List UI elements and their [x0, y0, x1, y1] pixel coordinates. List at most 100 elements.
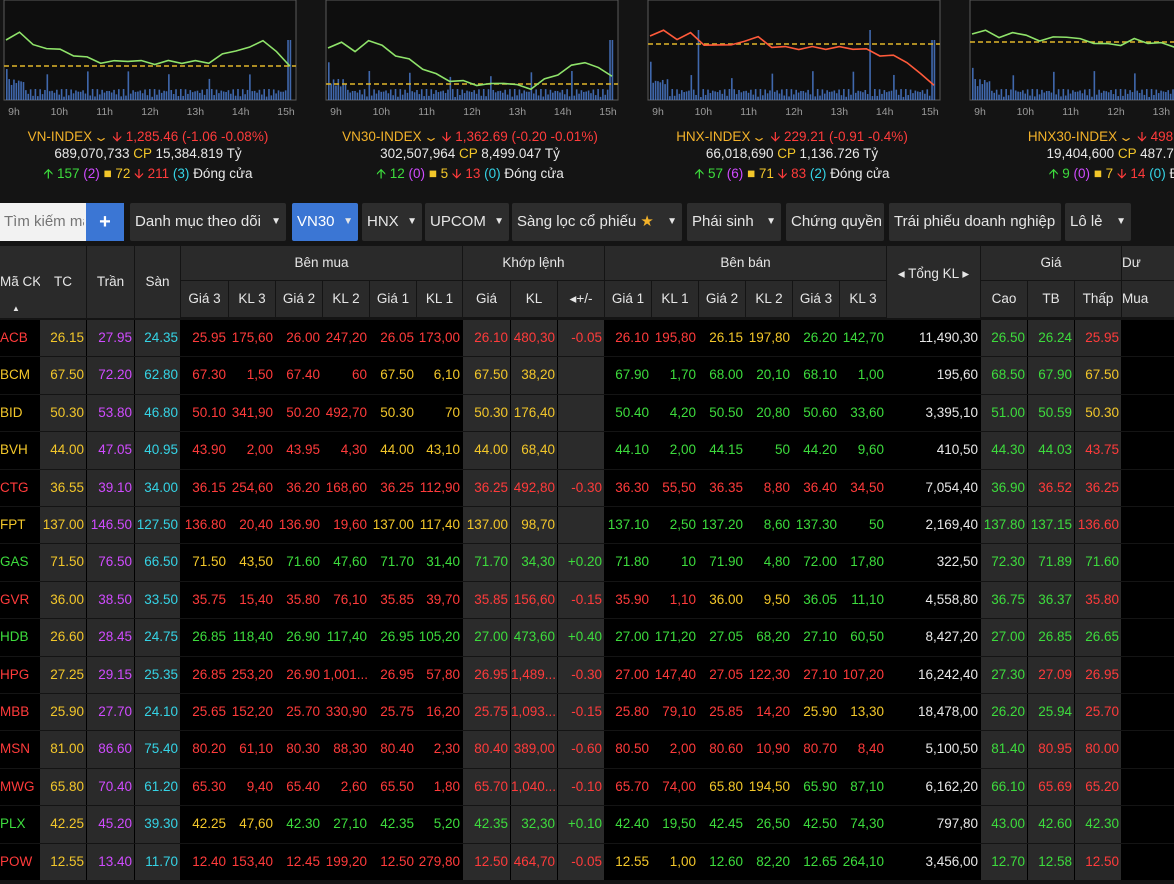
- bid-cell: 50.30: [370, 394, 416, 432]
- plus-icon[interactable]: +: [86, 203, 124, 241]
- total-volume: 410,50: [887, 432, 980, 469]
- search-input[interactable]: [0, 203, 86, 241]
- ask-cell: 1,70: [652, 357, 698, 394]
- chevron-down-icon[interactable]: ⌄: [93, 130, 110, 144]
- match-cell: 492,80: [511, 469, 557, 506]
- caret-left-icon[interactable]: ◂: [569, 291, 577, 306]
- header-sell-col: Giá 2: [699, 281, 745, 317]
- bid-cell: 65.50: [370, 768, 416, 806]
- tab-hnx[interactable]: HNX ▼: [362, 203, 422, 241]
- index-name[interactable]: VN30-INDEX: [342, 129, 422, 144]
- header-next-col: Mua: [1122, 281, 1174, 317]
- caret-down-icon[interactable]: ▼: [494, 216, 504, 227]
- bid-cell: 47,60: [229, 806, 275, 843]
- index-name[interactable]: HNX30-INDEX: [1027, 129, 1118, 144]
- header-group-match: Khớp lệnh: [463, 246, 604, 280]
- price-stat-cell: 65.69: [1028, 768, 1074, 806]
- caret-down-icon[interactable]: ▼: [1116, 216, 1126, 227]
- bid-cell: 71.60: [276, 544, 322, 581]
- price-stat-cell: 12.70: [981, 843, 1027, 880]
- floor-count: (0): [1149, 166, 1166, 181]
- tab-ph-i-sinh[interactable]: Phái sinh ▼: [687, 203, 781, 241]
- bid-cell: 35.85: [370, 581, 416, 619]
- ask-cell: 36.35: [699, 469, 745, 506]
- caret-right-icon[interactable]: ▸: [958, 266, 970, 281]
- floor-count: (3): [172, 166, 190, 181]
- ceiling-price: 70.40: [87, 768, 134, 806]
- index-amount: 8,499.047 Tỷ: [481, 146, 560, 161]
- chevron-down-icon[interactable]: ⌄: [1118, 130, 1135, 144]
- match-cell: 67.50: [463, 357, 510, 394]
- ask-cell: 9,50: [746, 581, 792, 619]
- tab-vn30[interactable]: VN30 ▼: [292, 203, 358, 241]
- header-match-col: Giá: [463, 281, 510, 317]
- caret-down-icon[interactable]: ▼: [271, 216, 281, 227]
- bid-cell: 67.50: [370, 357, 416, 394]
- caret-down-icon[interactable]: ▼: [667, 216, 677, 227]
- reference-price: 12.55: [40, 843, 86, 880]
- total-volume: 195,60: [887, 357, 980, 394]
- match-cell: 32,30: [511, 806, 557, 843]
- bid-cell: 43,10: [417, 432, 462, 469]
- index-name[interactable]: VN-INDEX: [27, 129, 93, 144]
- tab-ch-ng-quy-n[interactable]: Chứng quyền: [786, 203, 884, 241]
- price-stat-cell: 27.30: [981, 656, 1027, 693]
- chevron-down-icon[interactable]: ⌄: [422, 130, 439, 144]
- match-cell: 137.00: [463, 507, 510, 544]
- tab-upcom[interactable]: UPCOM ▼: [425, 203, 509, 241]
- foreign-buy-cell: [1122, 619, 1174, 656]
- bid-cell: 65.30: [181, 768, 228, 806]
- bid-cell: 60: [323, 357, 369, 394]
- tab-danh-m-c-theo-d-i[interactable]: Danh mục theo dõi ▼: [130, 203, 286, 241]
- index-volume: 66,018,690: [705, 146, 774, 161]
- ceiling-price: 29.15: [87, 656, 134, 693]
- tab-tr-i-phi-u-doanh-nghi-p[interactable]: Trái phiếu doanh nghiệp: [889, 203, 1061, 241]
- floor-price: 127.50: [135, 507, 180, 544]
- caret-down-icon[interactable]: ▼: [407, 216, 417, 227]
- match-cell: 35.85: [463, 581, 510, 619]
- header-total-label[interactable]: ◂ Tổng KL ▸: [887, 266, 980, 282]
- header-buy-col: KL 2: [323, 281, 369, 317]
- ceiling-price: 76.50: [87, 544, 134, 581]
- index-breadth-row: 🡩 9 (0) ■ 7 🡫 14 (0) Đ: [966, 164, 1174, 187]
- ask-cell: 9,60: [840, 432, 886, 469]
- ask-cell: 1,00: [652, 843, 698, 880]
- match-cell: 26.10: [463, 320, 510, 357]
- caret-down-icon[interactable]: ▼: [343, 216, 353, 227]
- index-name[interactable]: HNX-INDEX: [676, 129, 751, 144]
- floor-count: (0): [484, 166, 501, 181]
- bid-cell: 35.80: [276, 581, 322, 619]
- match-cell: 98,70: [511, 507, 557, 544]
- bid-cell: 253,20: [229, 656, 275, 693]
- index-panel[interactable]: 9h 10h 11h 12h 13h 14h 15h HNX-INDEX⌄ 🡫 229.21 (…: [644, 0, 944, 190]
- ask-cell: 44.15: [699, 432, 745, 469]
- caret-down-icon[interactable]: ▼: [766, 216, 776, 227]
- bid-cell: 12.50: [370, 843, 416, 880]
- index-panel[interactable]: 9h10h11h12h13h14h15hHNX30-INDEX⌄🡫 498.32…: [966, 0, 1174, 190]
- match-cell: 36.25: [463, 469, 510, 506]
- bid-cell: 25.95: [181, 320, 228, 357]
- ask-cell: 82,20: [746, 843, 792, 880]
- ask-cell: 8,40: [840, 731, 886, 768]
- caret-left-icon[interactable]: ◂: [897, 266, 909, 281]
- ceiling-price: 47.05: [87, 432, 134, 469]
- bid-cell: 26.05: [370, 320, 416, 357]
- bid-cell: 80.20: [181, 731, 228, 768]
- tab-l-l-[interactable]: Lô lẻ ▼: [1065, 203, 1131, 241]
- tab-s-ng-l-c-c-phi-u[interactable]: Sàng lọc cổ phiếu ★ ▼: [512, 203, 682, 241]
- bid-cell: 173,00: [417, 320, 462, 357]
- decliners: 211: [147, 166, 170, 181]
- ceiling-price: 27.70: [87, 694, 134, 731]
- match-cell: 1,489...: [511, 656, 557, 693]
- chevron-down-icon[interactable]: ⌄: [751, 130, 768, 144]
- bid-cell: 31,40: [417, 544, 462, 581]
- reference-price: 81.00: [40, 731, 86, 768]
- index-cp-label: CP: [1117, 146, 1137, 161]
- ask-cell: 26.15: [699, 320, 745, 357]
- index-volume: 689,070,733: [54, 146, 130, 161]
- bid-cell: 1,80: [417, 768, 462, 806]
- price-stat-cell: 27.09: [1028, 656, 1074, 693]
- index-panel[interactable]: 9h 10h 11h 12h 13h 14h 15h VN-INDEX⌄ 🡫 1,285.46 …: [0, 0, 300, 190]
- index-panel[interactable]: 9h 10h 11h 12h 13h 14h 15h VN30-INDEX⌄ 🡫 1,362.6…: [322, 0, 622, 190]
- sort-up-icon[interactable]: ▲: [12, 304, 20, 313]
